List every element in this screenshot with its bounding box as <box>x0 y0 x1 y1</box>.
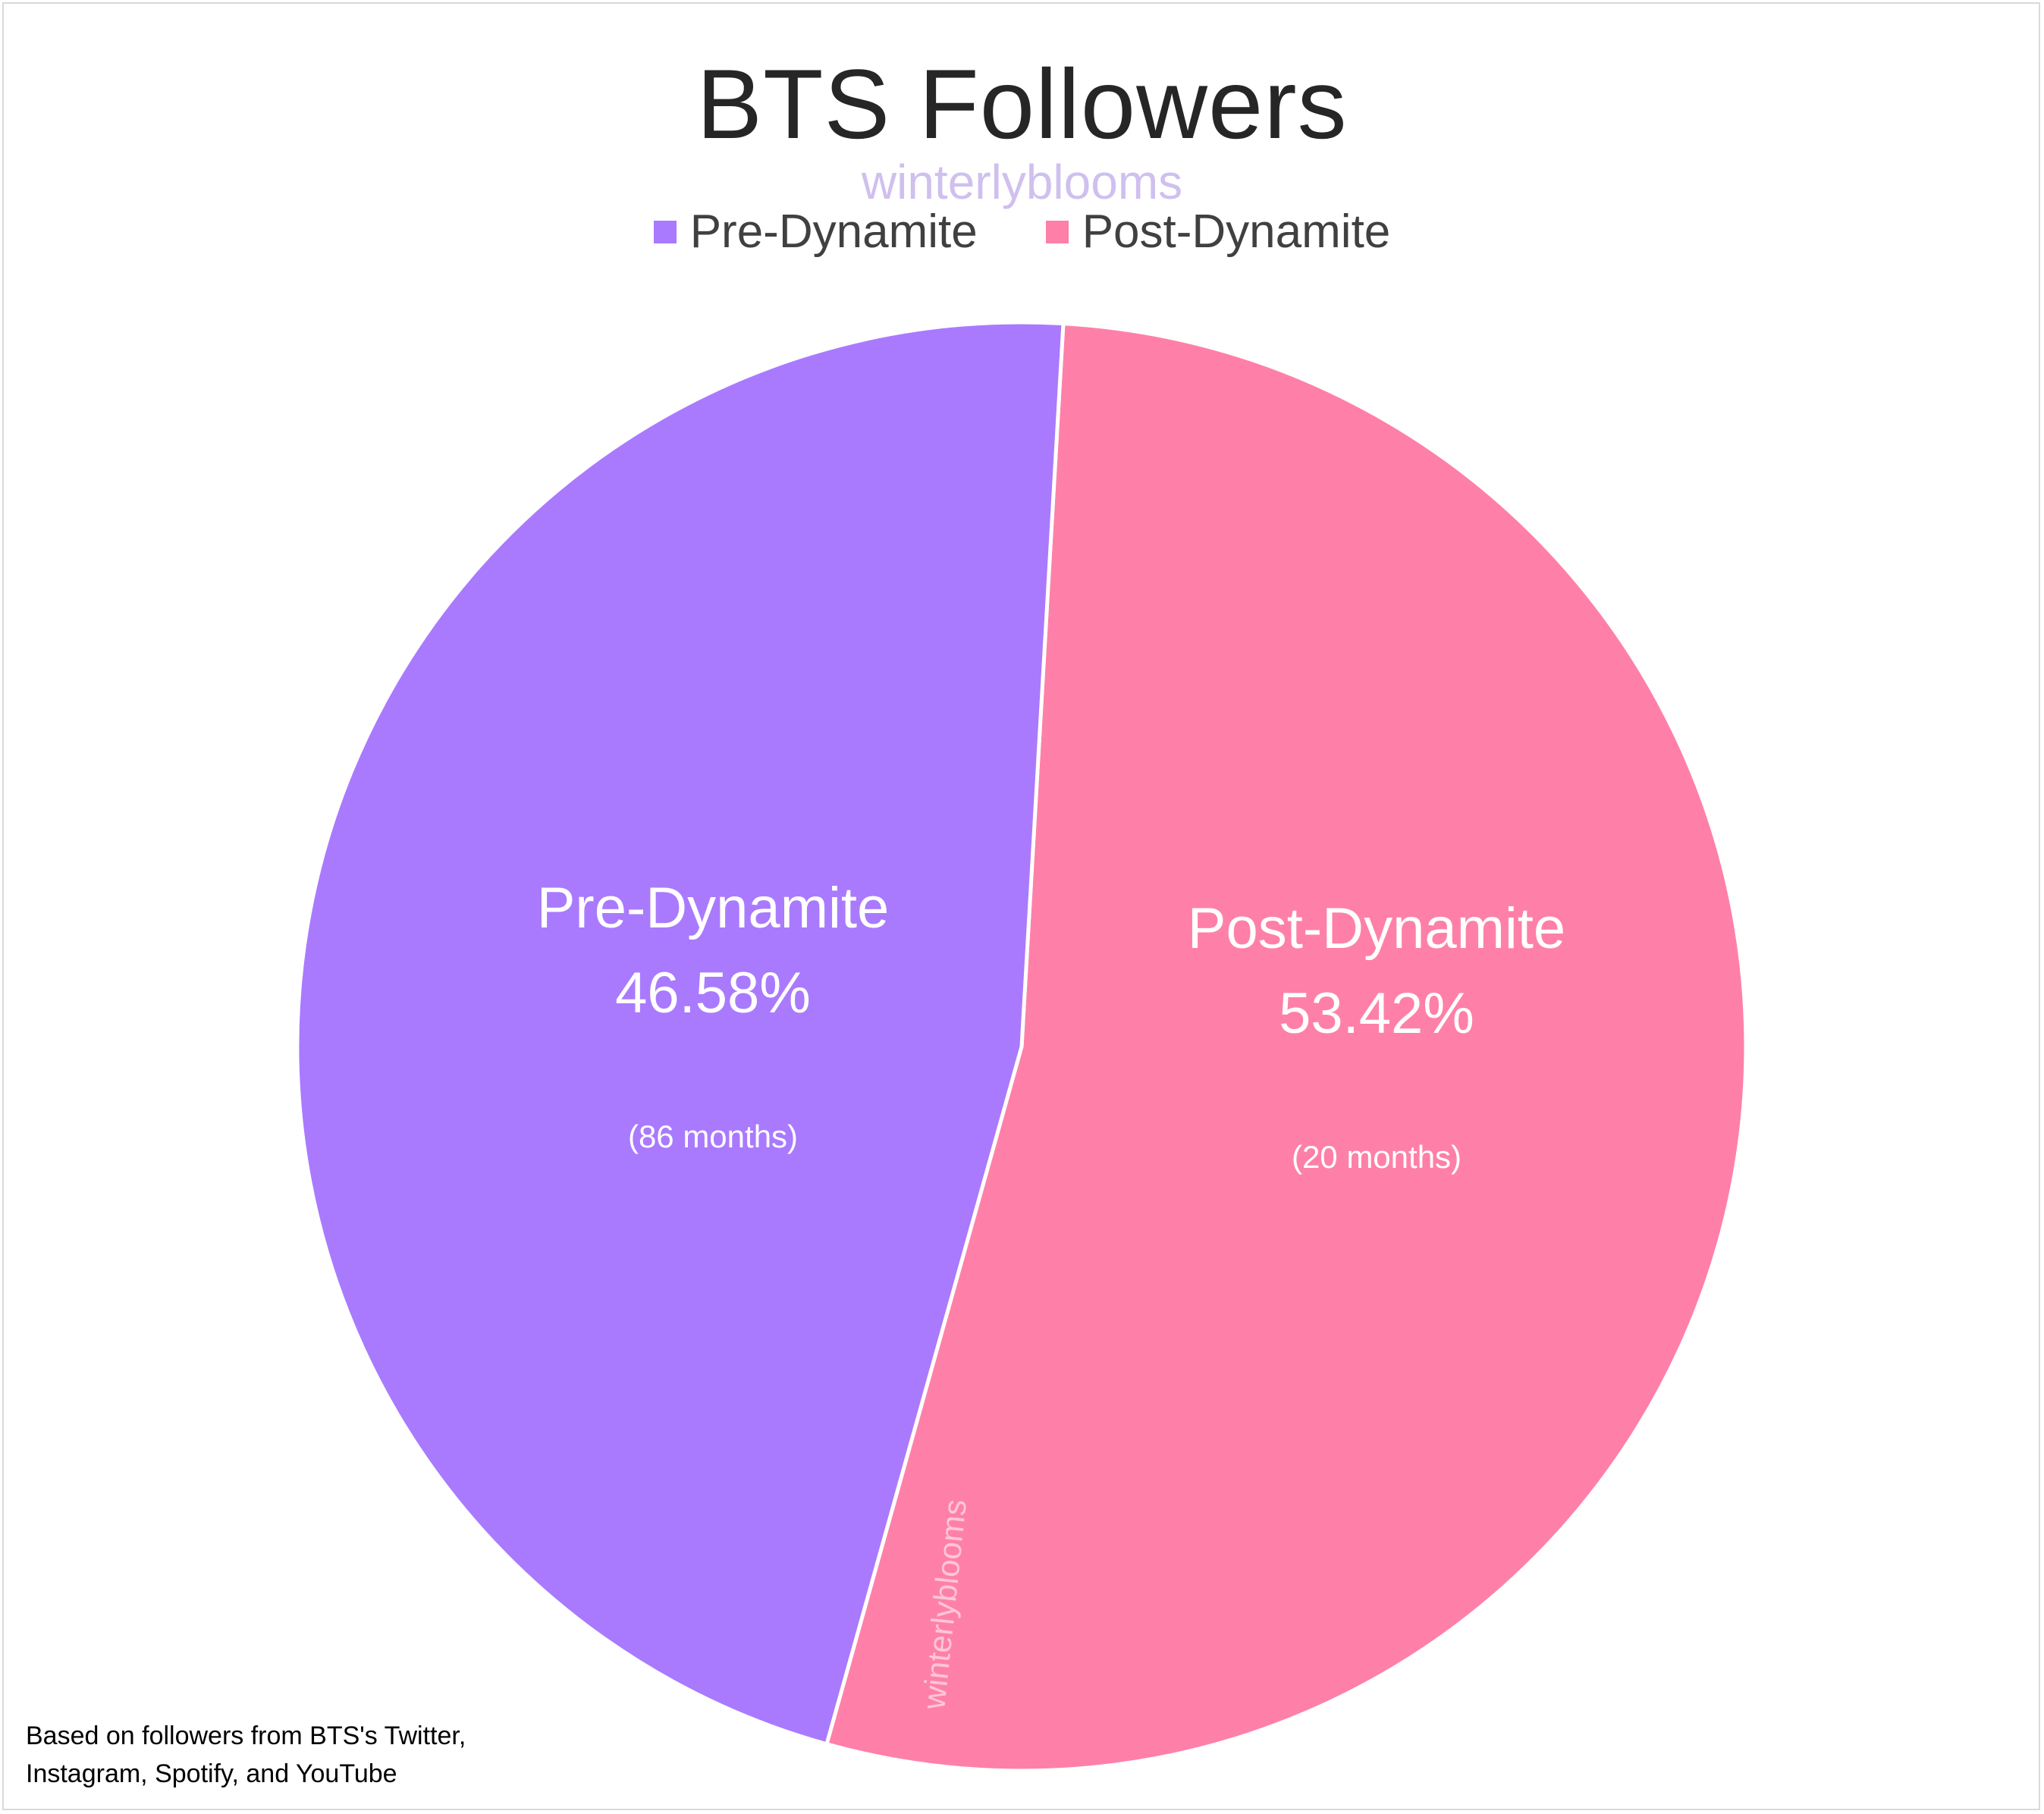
data-label-name-post-dynamite: Post-Dynamite <box>1188 896 1565 961</box>
data-label-note-pre-dynamite: (86 months) <box>628 1119 798 1154</box>
footnote-line-2: Instagram, Spotify, and YouTube <box>26 1759 397 1788</box>
legend-label-post-dynamite: Post-Dynamite <box>1082 206 1391 258</box>
pie-slice-post-dynamite <box>824 322 1748 1773</box>
data-label-percent-pre-dynamite: 46.58% <box>615 961 811 1025</box>
legend-item-pre-dynamite: Pre-Dynamite <box>653 202 978 262</box>
footnote-line-1: Based on followers from BTS's Twitter, <box>26 1721 466 1750</box>
legend-item-post-dynamite: Post-Dynamite <box>1045 202 1391 262</box>
legend-label-pre-dynamite: Pre-Dynamite <box>689 206 978 258</box>
legend: Pre-Dynamite Post-Dynamite <box>0 202 2044 262</box>
data-label-name-pre-dynamite: Pre-Dynamite <box>537 876 890 940</box>
data-label-note-post-dynamite: (20 months) <box>1292 1139 1462 1175</box>
legend-swatch-pre-dynamite <box>653 221 677 243</box>
chart-title: BTS Followers <box>696 49 1348 159</box>
data-label-percent-post-dynamite: 53.42% <box>1279 981 1474 1046</box>
pie-slice-pre-dynamite <box>295 320 1066 1747</box>
legend-swatch-post-dynamite <box>1045 221 1069 243</box>
watermark-text: winterlyblooms <box>861 155 1183 209</box>
footnote: Based on followers from BTS's Twitter, I… <box>26 1717 466 1793</box>
